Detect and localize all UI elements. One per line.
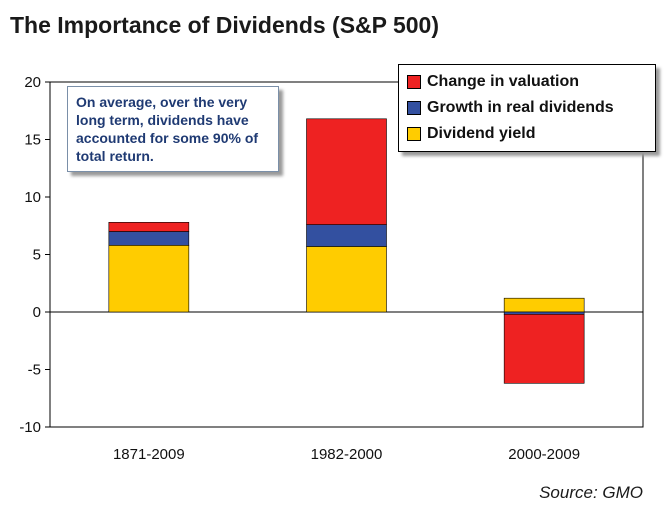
- legend-label: Dividend yield: [427, 125, 536, 142]
- y-tick-label: 5: [33, 247, 41, 264]
- bars: [108, 118, 585, 384]
- y-tick-label: 10: [24, 189, 41, 206]
- source-label: Source: GMO: [539, 483, 643, 502]
- legend-swatch: [407, 75, 421, 89]
- bar-dividend-yield-1982-2000: [306, 246, 387, 313]
- legend-swatch: [407, 127, 421, 141]
- x-axis: 1871-2009 1982-2000 2000-2009: [113, 446, 580, 463]
- y-tick-label: 15: [24, 132, 41, 149]
- legend-swatch: [407, 101, 421, 115]
- legend-item-dividend-yield: Dividend yield: [407, 121, 655, 147]
- legend-item-growth-in-real-dividends: Growth in real dividends: [407, 95, 655, 121]
- x-tick-label: 1871-2009: [113, 446, 185, 463]
- legend-item-change-in-valuation: Change in valuation: [407, 69, 655, 95]
- bar-growth-in-real-dividends-1871-2009: [108, 231, 190, 246]
- bar-change-in-valuation-1871-2009: [108, 222, 190, 232]
- bar-growth-in-real-dividends-1982-2000: [306, 224, 387, 247]
- bar-change-in-valuation-1982-2000: [306, 118, 387, 225]
- bar-growth-in-real-dividends-2000-2009: [503, 311, 585, 315]
- bar-dividend-yield-1871-2009: [108, 245, 190, 313]
- legend-label: Change in valuation: [427, 73, 580, 90]
- chart-title: The Importance of Dividends (S&P 500): [10, 12, 440, 38]
- legend-label: Growth in real dividends: [427, 99, 614, 116]
- y-tick-label: 0: [33, 304, 41, 321]
- y-tick-label: -5: [28, 362, 41, 379]
- bar-dividend-yield-2000-2009: [503, 297, 585, 313]
- x-tick-label: 2000-2009: [508, 446, 580, 463]
- y-tick-label: 20: [24, 74, 41, 91]
- annotation-callout: On average, over the very long term, div…: [67, 86, 279, 172]
- bar-change-in-valuation-2000-2009: [503, 313, 585, 384]
- legend: Change in valuation Growth in real divide…: [398, 64, 656, 152]
- y-tick-label: -10: [19, 419, 41, 436]
- x-tick-label: 1982-2000: [311, 446, 383, 463]
